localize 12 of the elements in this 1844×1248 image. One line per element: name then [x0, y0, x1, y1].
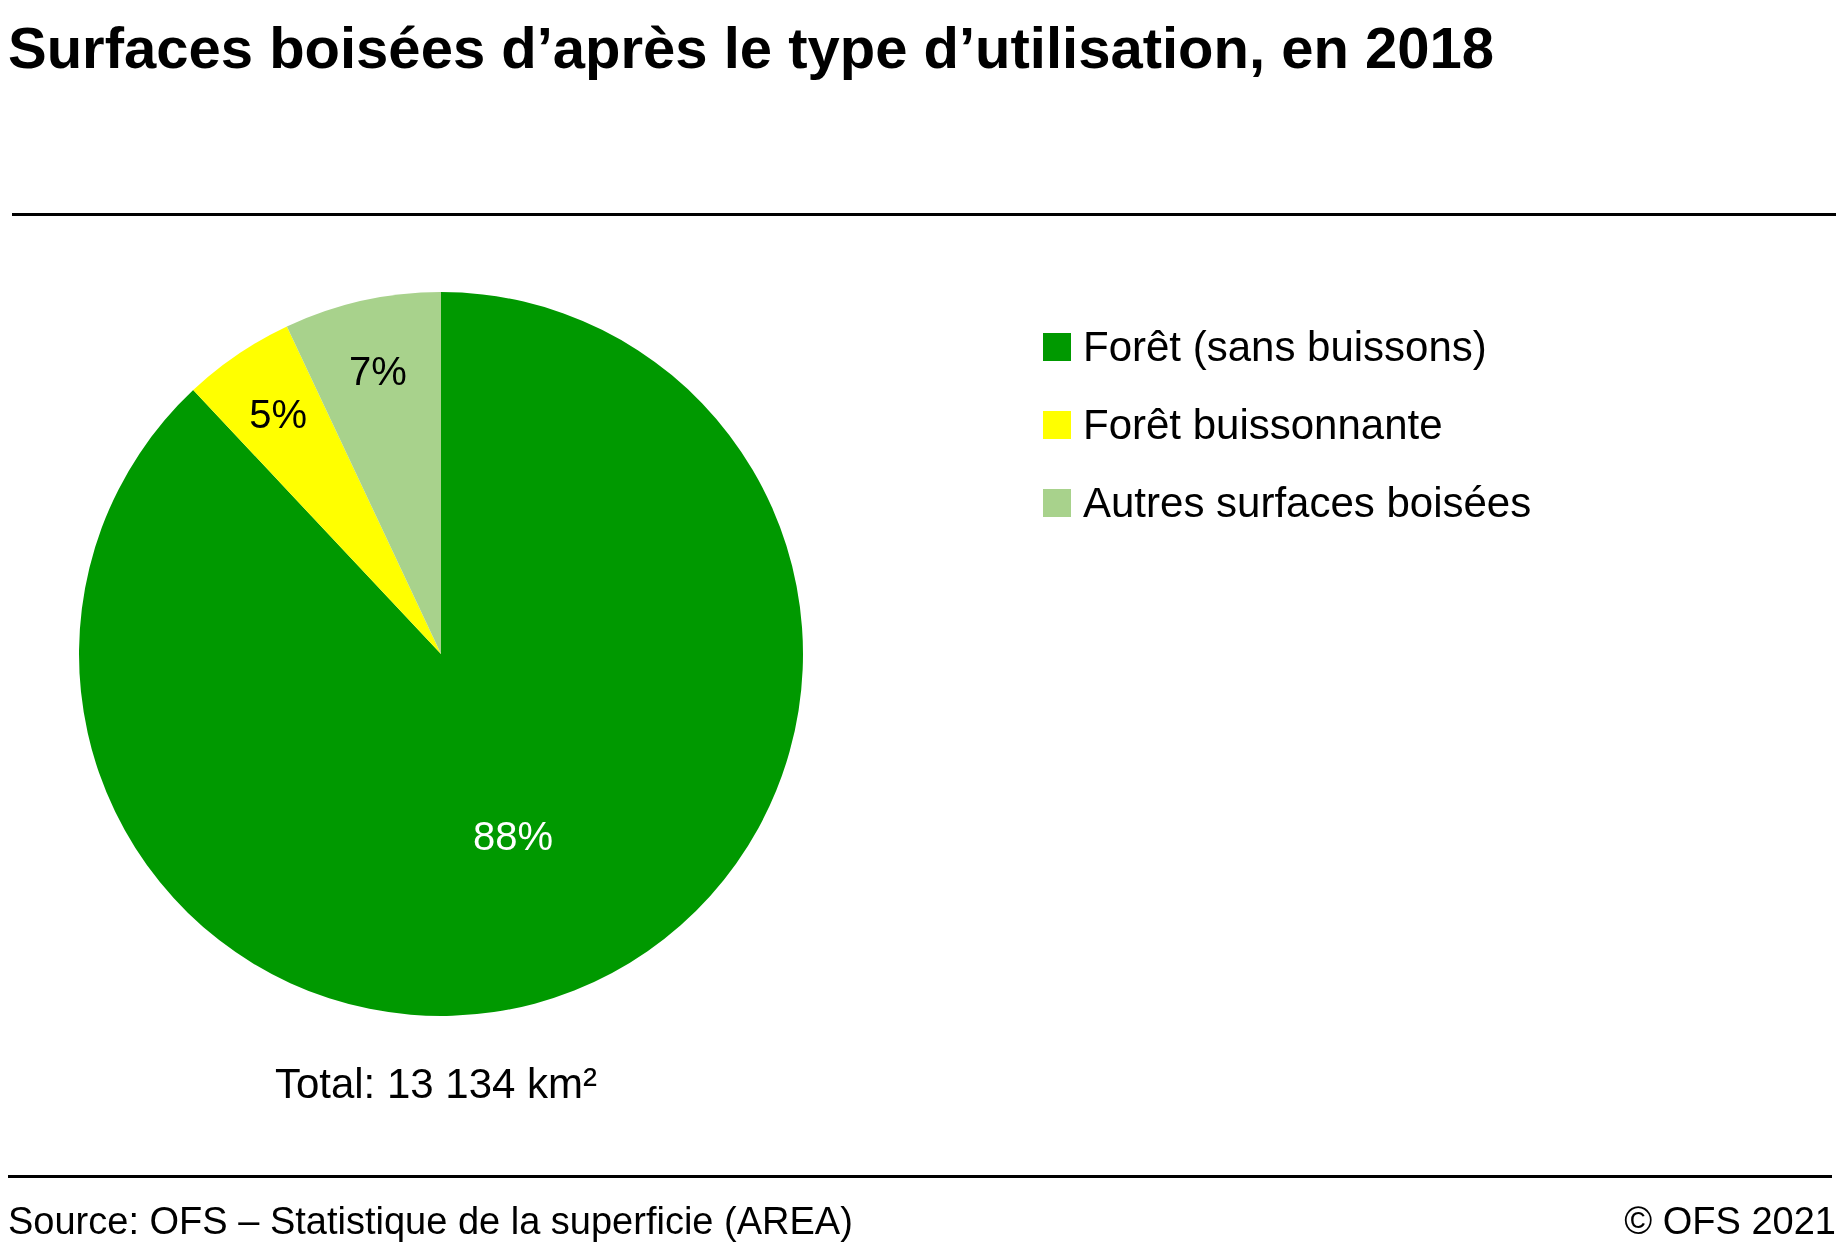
text: Total: 13 134 km²: [273, 1060, 599, 1108]
data-label: 5%: [249, 392, 308, 437]
data-label: 88%: [472, 813, 553, 858]
data-label: 7%: [348, 349, 407, 394]
chart-title: Surfaces boisées d’après le type d’utilisation, en 2018: [8, 14, 1496, 82]
pie-slice: [193, 326, 441, 654]
legend-label: Forêt buissonnante: [1083, 401, 1443, 449]
legend-label: Forêt (sans buissons): [1083, 323, 1487, 371]
pie-slice: [79, 292, 803, 1016]
source-note: Source: OFS – Statistique de la superficie (AREA): [8, 1200, 853, 1243]
legend-label: Autres surfaces boisées: [1083, 479, 1532, 527]
text: © OFS 2021: [1624, 1200, 1836, 1243]
